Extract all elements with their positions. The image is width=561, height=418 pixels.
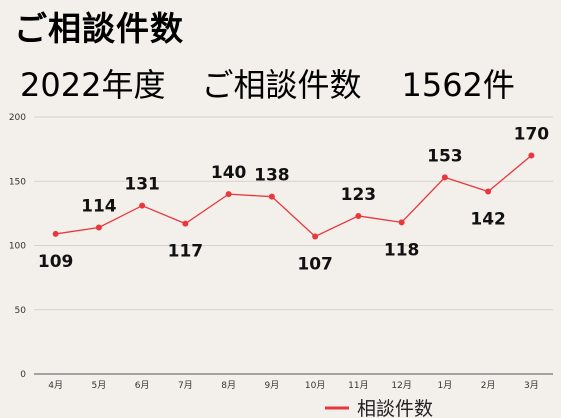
- total-count: 1562件: [401, 66, 515, 104]
- data-point: [312, 233, 319, 240]
- data-point: [441, 174, 448, 181]
- data-label: 107: [297, 255, 333, 275]
- data-label: 170: [514, 125, 550, 145]
- data-point: [528, 152, 535, 159]
- data-label: 142: [470, 210, 506, 230]
- series-line: [55, 155, 532, 238]
- page-title: ご相談件数: [14, 9, 184, 48]
- data-label: 153: [427, 146, 463, 166]
- y-tick-label: 100: [9, 242, 26, 252]
- y-tick-label: 50: [15, 306, 27, 316]
- data-label: 118: [384, 240, 420, 260]
- x-tick-label: 2月: [481, 380, 496, 391]
- y-tick-label: 0: [20, 370, 26, 380]
- x-tick-label: 8月: [221, 380, 236, 391]
- y-tick-label: 150: [9, 177, 26, 187]
- x-tick-label: 10月: [305, 380, 325, 391]
- data-point: [52, 230, 59, 237]
- x-tick-label: 12月: [391, 380, 411, 391]
- x-tick-label: 11月: [348, 380, 368, 391]
- data-label: 117: [168, 242, 204, 262]
- data-label: 131: [124, 175, 160, 195]
- data-point: [268, 193, 275, 200]
- x-tick-label: 9月: [265, 380, 280, 391]
- data-label: 123: [341, 185, 377, 205]
- data-label: 140: [211, 163, 247, 183]
- y-tick-label: 200: [9, 113, 26, 123]
- data-point: [182, 220, 189, 227]
- x-tick-label: 3月: [524, 380, 539, 391]
- data-label: 138: [254, 166, 290, 186]
- data-point: [225, 191, 232, 198]
- data-point: [95, 224, 102, 231]
- x-tick-label: 7月: [178, 380, 193, 391]
- data-point: [355, 212, 362, 219]
- data-label: 114: [81, 197, 117, 217]
- data-point: [485, 188, 492, 195]
- consultation-label: ご相談件数: [201, 66, 362, 104]
- fiscal-year-label: 2022年度: [20, 66, 166, 104]
- x-tick-label: 6月: [135, 380, 150, 391]
- data-point: [139, 202, 146, 209]
- data-label: 109: [38, 252, 74, 272]
- x-tick-label: 4月: [48, 380, 63, 391]
- subtitle-line: 2022年度 ご相談件数 1562件: [20, 60, 515, 106]
- x-tick-label: 5月: [92, 380, 107, 391]
- data-point: [398, 219, 405, 226]
- legend-label: 相談件数: [357, 398, 433, 418]
- x-tick-label: 1月: [438, 380, 453, 391]
